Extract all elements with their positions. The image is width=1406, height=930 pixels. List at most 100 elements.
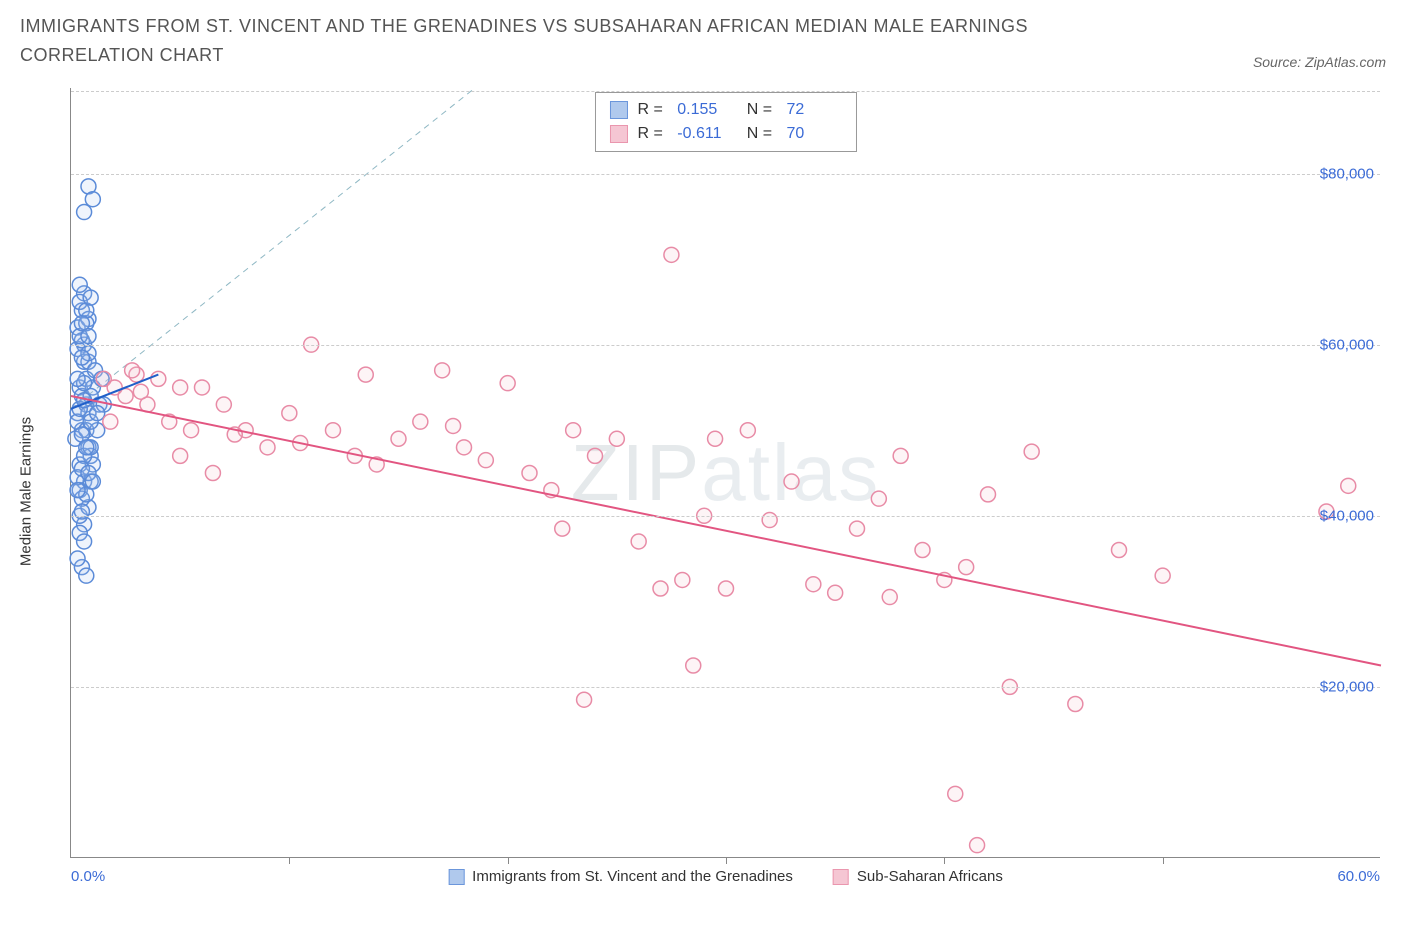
stats-row-series-2: R = -0.611 N = 70 [609,122,841,146]
data-point [1341,478,1356,493]
n-value-2: 70 [787,122,842,146]
data-point [1112,543,1127,558]
data-point [555,521,570,536]
data-point [522,466,537,481]
data-point [457,440,472,455]
legend-item-1: Immigrants from St. Vincent and the Gren… [448,868,793,885]
y-tick-label: $80,000 [1320,165,1374,182]
data-point [391,431,406,446]
legend-swatch-2 [833,869,849,885]
data-point [79,568,94,583]
data-point [806,577,821,592]
x-tick [508,857,509,864]
data-point [70,371,85,386]
chart-container: Median Male Earnings ZIPatlas R = 0.155 … [50,88,1380,878]
data-point [850,521,865,536]
data-point [446,418,461,433]
reference-line [71,88,475,409]
data-point [358,367,373,382]
plot-svg [71,88,1380,857]
data-point [675,572,690,587]
data-point [195,380,210,395]
data-point [79,440,94,455]
data-point [260,440,275,455]
data-point [72,277,87,292]
n-value-1: 72 [787,98,842,122]
data-point [609,431,624,446]
y-axis-label: Median Male Earnings [18,417,35,566]
gridline-h [71,174,1380,175]
data-point [103,414,118,429]
data-point [85,192,100,207]
data-point [893,448,908,463]
data-point [435,363,450,378]
data-point [83,290,98,305]
data-point [173,448,188,463]
y-tick-label: $20,000 [1320,678,1374,695]
data-point [1024,444,1039,459]
r-value-1: 0.155 [677,98,732,122]
chart-title: IMMIGRANTS FROM ST. VINCENT AND THE GREN… [20,12,1140,70]
x-tick [1163,857,1164,864]
data-point [205,466,220,481]
legend-item-2: Sub-Saharan Africans [833,868,1003,885]
data-point [74,350,89,365]
data-point [90,406,105,421]
legend-swatch-1 [448,869,464,885]
x-tick [944,857,945,864]
bottom-legend: Immigrants from St. Vincent and the Gren… [448,868,1003,885]
data-point [282,406,297,421]
data-point [631,534,646,549]
x-tick-max: 60.0% [1337,868,1380,885]
data-point [125,363,140,378]
data-point [478,453,493,468]
data-point [216,397,231,412]
stats-legend-box: R = 0.155 N = 72 R = -0.611 N = 70 [594,92,856,152]
stats-row-series-1: R = 0.155 N = 72 [609,98,841,122]
gridline-h [71,516,1380,517]
data-point [1155,568,1170,583]
x-tick [726,857,727,864]
data-point [326,423,341,438]
x-tick [289,857,290,864]
data-point [85,474,100,489]
data-point [173,380,188,395]
gridline-h [71,687,1380,688]
data-point [882,590,897,605]
data-point [151,371,166,386]
data-point [118,389,133,404]
data-point [77,205,92,220]
data-point [577,692,592,707]
data-point [686,658,701,673]
data-point [413,414,428,429]
y-tick-label: $40,000 [1320,507,1374,524]
data-point [70,483,85,498]
source-attribution: Source: ZipAtlas.com [1253,54,1386,70]
data-point [915,543,930,558]
swatch-series-2 [609,125,627,143]
data-point [566,423,581,438]
data-point [133,384,148,399]
data-point [500,376,515,391]
y-tick-label: $60,000 [1320,336,1374,353]
data-point [981,487,996,502]
data-point [664,247,679,262]
data-point [1068,697,1083,712]
trend-line [71,396,1381,666]
plot-area: ZIPatlas R = 0.155 N = 72 R = -0.611 N =… [70,88,1380,858]
swatch-series-1 [609,101,627,119]
legend-label-2: Sub-Saharan Africans [857,868,1003,885]
x-tick-min: 0.0% [71,868,105,885]
data-point [959,560,974,575]
data-point [784,474,799,489]
data-point [653,581,668,596]
data-point [81,329,96,344]
data-point [70,551,85,566]
data-point [970,838,985,853]
data-point [184,423,199,438]
data-point [871,491,886,506]
data-point [719,581,734,596]
r-value-2: -0.611 [677,122,732,146]
legend-label-1: Immigrants from St. Vincent and the Gren… [472,868,793,885]
data-point [708,431,723,446]
